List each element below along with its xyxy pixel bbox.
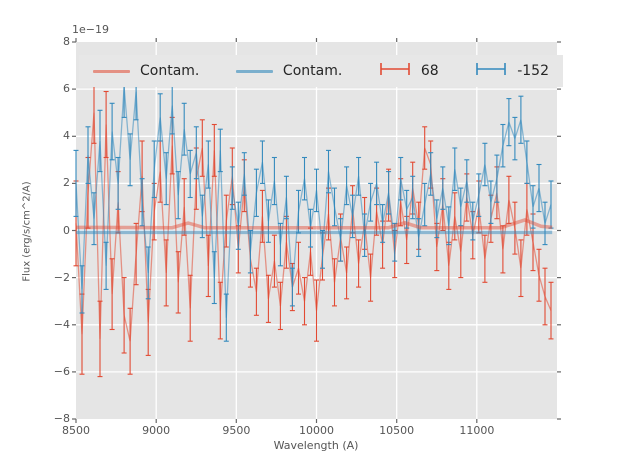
legend-label: Contam. bbox=[140, 63, 200, 79]
x-tick-label: 9500 bbox=[222, 424, 251, 437]
legend-item-beam-neg152: -152 bbox=[475, 61, 549, 81]
x-axis-label: Wavelength (A) bbox=[273, 439, 359, 452]
y-tick-label: 4 bbox=[63, 129, 70, 143]
legend-label: 68 bbox=[420, 63, 439, 79]
legend-label: Contam. bbox=[282, 63, 343, 79]
blue-errorbar-swatch-icon bbox=[475, 61, 507, 81]
legend: Contam. Contam. 68 -152 bbox=[79, 55, 563, 87]
y-tick-label: 2 bbox=[63, 176, 70, 190]
x-tick-label: 10500 bbox=[379, 424, 415, 437]
y-axis-offset-text: 1e−19 bbox=[72, 23, 109, 36]
legend-item-beam-68: 68 bbox=[379, 61, 439, 81]
red-line-swatch-icon bbox=[93, 69, 130, 73]
y-tick-label: 6 bbox=[63, 82, 70, 96]
blue-line-swatch-icon bbox=[235, 69, 273, 73]
y-tick-label: −2 bbox=[53, 270, 70, 284]
legend-item-contam-red: Contam. bbox=[93, 63, 199, 79]
y-tick-label: 0 bbox=[63, 223, 70, 237]
y-tick-label: −4 bbox=[53, 317, 70, 331]
legend-item-contam-blue: Contam. bbox=[235, 63, 343, 79]
y-tick-label: −6 bbox=[53, 364, 70, 378]
x-tick-label: 9000 bbox=[142, 424, 171, 437]
y-tick-label: −8 bbox=[53, 412, 70, 425]
x-tick-label: 11000 bbox=[459, 424, 495, 437]
y-tick-label: 8 bbox=[63, 35, 70, 48]
x-tick-label: 8500 bbox=[62, 424, 90, 437]
x-tick-label: 10000 bbox=[299, 424, 334, 437]
red-errorbar-swatch-icon bbox=[379, 61, 411, 81]
legend-label: -152 bbox=[517, 63, 549, 79]
